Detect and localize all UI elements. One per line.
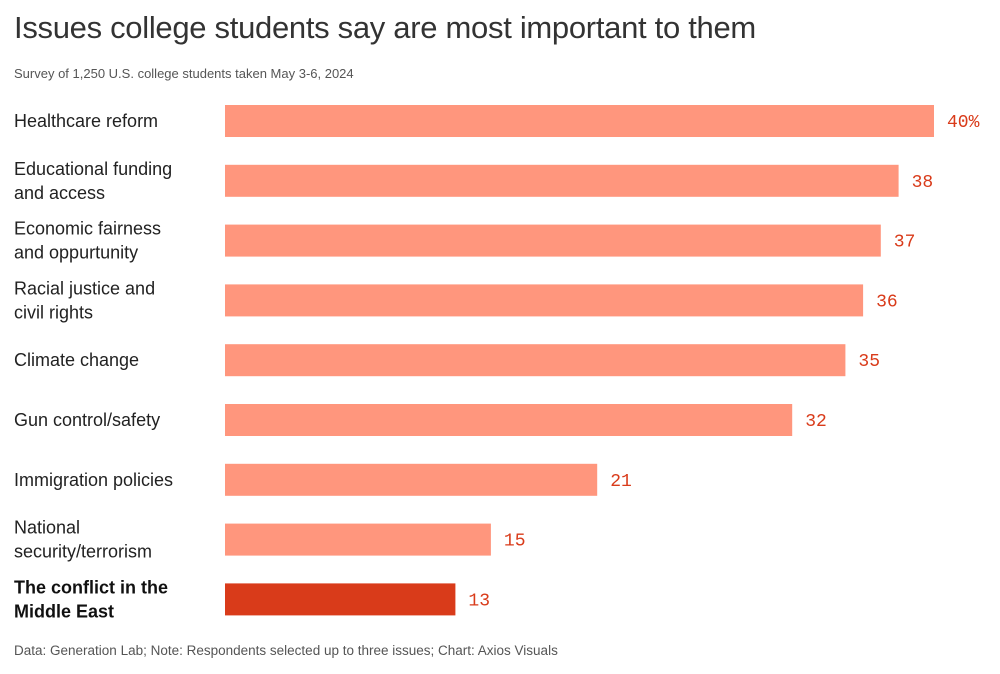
value-label: 40% <box>947 113 980 133</box>
category-label: Healthcare reform <box>14 111 158 131</box>
bar <box>225 583 456 616</box>
value-label: 38 <box>912 173 934 193</box>
category-label: Racial justice and civil rights <box>14 278 155 322</box>
value-label: 35 <box>858 352 880 372</box>
chart-title: Issues college students say are most imp… <box>14 10 756 45</box>
bar <box>225 284 864 317</box>
category-label: Gun control/safety <box>14 410 160 430</box>
bar <box>225 105 934 137</box>
category-label: Economic fairness and oppurtunity <box>14 219 161 263</box>
value-label: 15 <box>504 532 526 552</box>
value-label: 32 <box>805 412 827 432</box>
category-label: Educational funding and access <box>14 159 172 203</box>
chart-subtitle: Survey of 1,250 U.S. college students ta… <box>14 66 354 81</box>
bar <box>225 164 899 197</box>
category-label: National security/terrorism <box>14 518 152 562</box>
value-label: 21 <box>610 472 632 492</box>
bar <box>225 344 846 377</box>
value-label: 13 <box>468 591 490 611</box>
category-label: Climate change <box>14 350 139 370</box>
bar <box>225 224 881 257</box>
chart-footer: Data: Generation Lab; Note: Respondents … <box>14 643 558 658</box>
category-label: The conflict in the Middle East <box>14 577 168 621</box>
value-label: 36 <box>876 292 898 312</box>
category-label: Immigration policies <box>14 470 173 490</box>
bar <box>225 523 491 556</box>
value-label: 37 <box>894 233 916 253</box>
bar <box>225 404 793 436</box>
bar <box>225 463 598 496</box>
